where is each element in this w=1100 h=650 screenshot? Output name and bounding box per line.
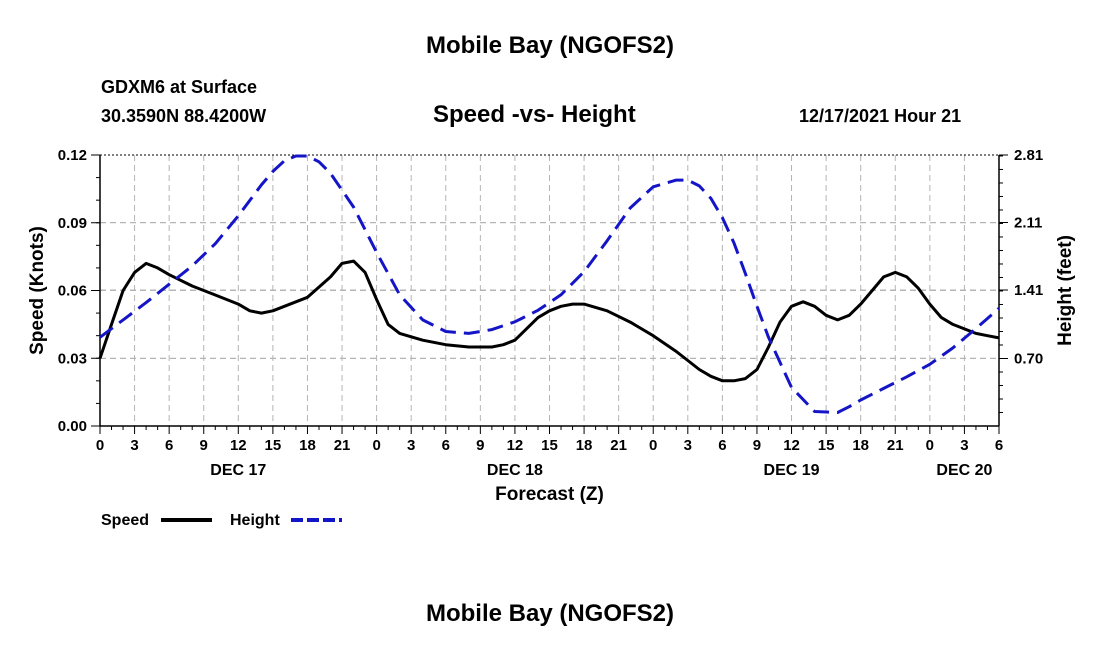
x-tick-label: 3 <box>684 437 692 454</box>
y2-axis-title: Height (feet) <box>1055 235 1076 346</box>
x-tick-label: 21 <box>887 437 904 454</box>
chart-labels: Forecast (Z) Speed (Knots) Height (feet) <box>27 226 1076 505</box>
x-day-label: DEC 17 <box>210 462 266 479</box>
x-tick-label: 0 <box>372 437 380 454</box>
x-tick-label: 18 <box>299 437 316 454</box>
legend-speed-label: Speed <box>101 512 149 529</box>
x-tick-label: 15 <box>818 437 835 454</box>
x-tick-label: 12 <box>507 437 524 454</box>
page-title: Mobile Bay (NGOFS2) <box>425 32 675 59</box>
x-tick-label: 15 <box>265 437 282 454</box>
x-tick-label: 12 <box>230 437 247 454</box>
x-tick-label: 0 <box>926 437 934 454</box>
x-tick-label: 15 <box>541 437 558 454</box>
chart-ticks: 0 3 6 9 12 15 18 21 0 3 6 9 12 15 18 21 0 3 6 9 12 15 18 21 0 3 6D… <box>58 147 1043 479</box>
series-line-height <box>99 154 1000 414</box>
y-tick-label: 0.09 <box>58 215 87 232</box>
y2-tick-label: 0.70 <box>1014 350 1043 367</box>
y-tick-label: 0.03 <box>58 350 87 367</box>
station-label: GDXM6 at Surface <box>101 77 258 97</box>
series-line-speed <box>98 259 1000 383</box>
footer-title: Mobile Bay (NGOFS2) <box>425 600 675 627</box>
chart-series <box>98 154 1000 414</box>
x-tick-label: 0 <box>96 437 104 454</box>
x-tick-label: 21 <box>334 437 351 454</box>
y2-tick-label: 2.11 <box>1014 215 1042 232</box>
x-tick-label: 6 <box>165 437 173 454</box>
y-axis-title: Speed (Knots) <box>27 226 48 355</box>
x-tick-label: 18 <box>852 437 869 454</box>
x-tick-label: 9 <box>476 437 484 454</box>
legend-height-label: Height <box>230 512 280 529</box>
chart-legend: Speed Height <box>101 512 342 529</box>
x-day-label: DEC 18 <box>487 462 543 479</box>
x-axis-title: Forecast (Z) <box>495 484 604 505</box>
x-tick-label: 0 <box>649 437 657 454</box>
x-day-label: DEC 19 <box>764 462 820 479</box>
x-tick-label: 6 <box>718 437 726 454</box>
x-tick-label: 6 <box>995 437 1003 454</box>
x-tick-label: 9 <box>753 437 761 454</box>
x-day-label: DEC 20 <box>936 462 992 479</box>
y-tick-label: 0.12 <box>58 147 87 164</box>
x-tick-label: 21 <box>610 437 627 454</box>
chart-grid <box>100 155 999 426</box>
x-tick-label: 6 <box>442 437 450 454</box>
forecast-datetime: 12/17/2021 Hour 21 <box>799 106 962 126</box>
y-tick-label: 0.00 <box>58 418 87 435</box>
y2-tick-label: 1.41 <box>1014 282 1043 299</box>
y-tick-label: 0.06 <box>58 283 87 300</box>
x-tick-label: 18 <box>576 437 593 454</box>
x-tick-label: 12 <box>783 437 800 454</box>
station-coordinates: 30.3590N 88.4200W <box>101 106 267 126</box>
x-tick-label: 9 <box>200 437 208 454</box>
y2-tick-label: 2.81 <box>1014 147 1043 164</box>
chart-subtitle: Speed -vs- Height <box>433 101 636 128</box>
x-tick-label: 3 <box>130 437 138 454</box>
x-tick-label: 3 <box>407 437 415 454</box>
x-tick-label: 3 <box>960 437 968 454</box>
